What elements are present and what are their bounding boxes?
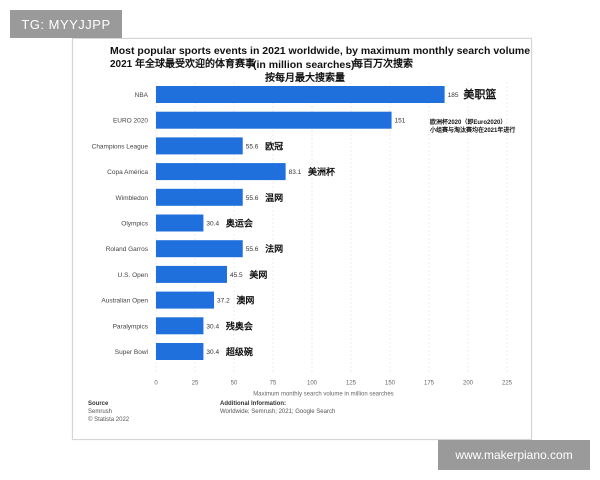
bar [156, 188, 243, 206]
chart-title-block: Most popular sports events in 2021 world… [110, 44, 531, 86]
value-label: 55.6 [246, 143, 259, 150]
category-label: Roland Garros [106, 246, 149, 253]
cn-annotation: 美网 [249, 269, 267, 281]
category-label: U.S. Open [118, 272, 149, 279]
additional-info-text: Worldwide; Semrush; 2021; Google Search [220, 409, 336, 415]
bar [156, 111, 392, 129]
value-label: 55.6 [246, 195, 259, 202]
bar [156, 163, 286, 181]
x-tick-label: 100 [307, 381, 318, 387]
source-copyright: © Statista 2022 [88, 417, 130, 423]
bar [156, 214, 204, 232]
bar [156, 291, 215, 309]
x-tick-label: 175 [424, 381, 435, 387]
chart-subtitle-unit: (in million searches) [253, 59, 355, 71]
cn-annotation: 温网 [265, 192, 283, 204]
euro-annotation: 欧洲杯2020（即Euro2020） 小组赛与淘汰赛均在2021年进行 [430, 119, 520, 135]
cn-annotation: 美洲杯 [308, 166, 336, 178]
chart-title: Most popular sports events in 2021 world… [110, 45, 531, 57]
source-name: Semrush [88, 409, 113, 415]
category-label: Paralympics [113, 323, 149, 330]
x-tick-label: 200 [463, 381, 474, 387]
value-label: 30.4 [206, 221, 219, 228]
euro-annotation-line2: 小组赛与淘汰赛均在2021年进行 [430, 128, 516, 134]
telegram-badge: TG: MYYJJPP [10, 10, 122, 38]
value-label: 30.4 [206, 349, 219, 356]
bar [156, 265, 227, 283]
bar [156, 343, 204, 360]
x-axis-label: Maximum monthly search volume in million… [253, 392, 393, 398]
additional-info-block: Additional Information: Worldwide; Semru… [220, 400, 335, 416]
bar [156, 240, 243, 258]
category-label: Champions League [92, 143, 149, 150]
x-tick-label: 75 [270, 381, 277, 387]
x-tick-label: 0 [154, 381, 158, 387]
category-label: Wimbledon [115, 195, 148, 202]
bar [156, 317, 204, 335]
cn-annotation: 欧冠 [265, 140, 283, 152]
value-label: 37.2 [217, 298, 230, 305]
cn-annotation: 残奥会 [226, 320, 254, 332]
cn-annotation: 奥运会 [225, 218, 254, 230]
chart-subtitle-cn: 2021 年全球最受欢迎的体育赛事 [110, 59, 256, 70]
x-tick-label: 125 [346, 381, 357, 387]
x-tick-label: 50 [231, 381, 238, 387]
category-label: EURO 2020 [113, 118, 148, 125]
cn-annotation: 澳网 [236, 295, 254, 307]
additional-info-title: Additional Information: [220, 401, 286, 407]
cn-annotation: 超级碗 [225, 346, 253, 358]
x-tick-label: 225 [502, 381, 513, 387]
x-tick-label: 25 [192, 381, 199, 387]
chart-subtitle-cn2: 每百万次搜索 [353, 59, 413, 70]
category-label: Super Bowl [115, 349, 149, 356]
chart-card [72, 38, 532, 440]
watermark-badge: www.makerpiano.com [438, 440, 590, 470]
value-label: 151 [395, 118, 406, 125]
bar [156, 86, 445, 103]
source-block: Source Semrush © Statista 2022 [88, 400, 129, 424]
category-label: Copa América [107, 169, 148, 176]
value-label: 185 [448, 92, 459, 99]
value-label: 83.1 [289, 169, 302, 176]
x-tick-label: 150 [385, 381, 396, 387]
category-label: Olympics [121, 221, 148, 228]
chart-subtitle-cn3: 按每月最大搜索量 [265, 73, 345, 84]
category-label: Australian Open [101, 298, 148, 305]
euro-annotation-line1: 欧洲杯2020（即Euro2020） [430, 120, 507, 126]
cn-annotation: 法网 [265, 243, 283, 255]
category-label: NBA [135, 92, 149, 99]
value-label: 55.6 [246, 246, 259, 253]
value-label: 45.5 [230, 272, 243, 279]
bar [156, 137, 243, 155]
value-label: 30.4 [206, 323, 219, 330]
cn-annotation: 美职篮 [463, 87, 496, 101]
source-title: Source [88, 401, 109, 407]
